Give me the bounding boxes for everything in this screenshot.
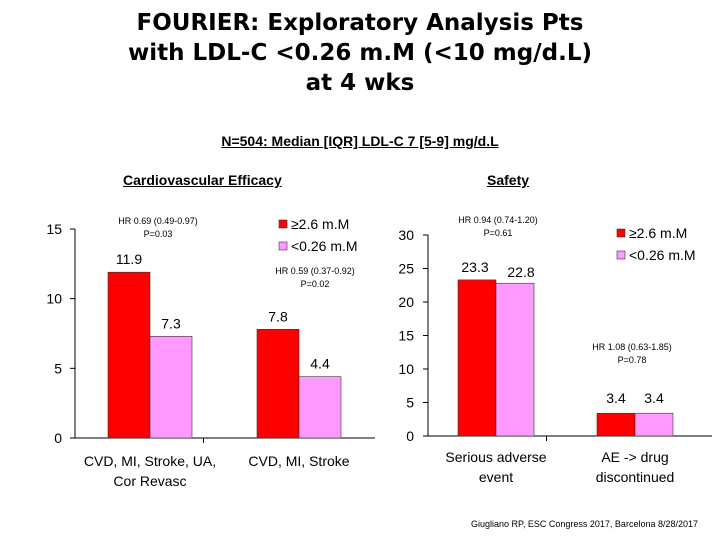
y-tick-label: 15	[46, 221, 62, 237]
safety-panel-title: Safety	[487, 172, 530, 188]
citation-footnote: Giugliano RP, ESC Congress 2017, Barcelo…	[471, 519, 698, 529]
slide-title: FOURIER: Exploratory Analysis Pts with L…	[0, 8, 720, 98]
hr-annotation: P=0.02	[301, 279, 330, 289]
title-line: FOURIER: Exploratory Analysis Pts	[136, 10, 584, 36]
bar	[457, 279, 497, 437]
category-label: CVD, MI, Stroke	[248, 453, 349, 469]
hr-annotation: P=0.03	[144, 229, 173, 239]
data-label: 3.4	[606, 390, 626, 406]
hr-annotation: HR 0.59 (0.37-0.92)	[275, 266, 355, 276]
legend-label: <0.26 m.M	[629, 247, 696, 263]
data-label: 7.3	[161, 315, 181, 331]
category-label: discontinued	[596, 469, 675, 485]
category-label: Cor Revasc	[113, 473, 186, 489]
data-label: 4.4	[310, 356, 330, 372]
slide-subtitle: N=504: Median [IQR] LDL-C 7 [5-9] mg/d.L	[221, 133, 499, 149]
hr-annotation: P=0.61	[484, 228, 513, 238]
y-tick-label: 15	[398, 328, 414, 344]
title-line: with LDL-C <0.26 m.M (<10 mg/d.L)	[128, 40, 592, 66]
legend-label: <0.26 m.M	[291, 238, 358, 254]
category-label: AE -> drug	[601, 449, 668, 465]
y-tick-label: 10	[46, 291, 62, 307]
y-tick-label: 5	[54, 360, 62, 376]
data-label: 11.9	[116, 251, 142, 267]
bar	[107, 271, 151, 439]
hr-annotation: HR 0.69 (0.49-0.97)	[118, 216, 198, 226]
bar	[634, 412, 674, 437]
hr-annotation: HR 1.08 (0.63-1.85)	[592, 342, 672, 352]
data-label: 3.4	[644, 390, 664, 406]
y-tick-label: 20	[398, 294, 414, 310]
data-label: 23.3	[461, 259, 488, 275]
hr-annotation: P=0.78	[618, 355, 647, 365]
y-tick-label: 10	[398, 361, 414, 377]
title-line: at 4 wks	[305, 70, 415, 96]
y-tick-label: 25	[398, 261, 414, 277]
legend-label: ≥2.6 m.M	[629, 225, 687, 241]
hr-annotation: HR 0.94 (0.74-1.20)	[458, 215, 538, 225]
legend-swatch	[616, 228, 626, 238]
legend-swatch	[278, 241, 288, 251]
y-tick-label: 0	[54, 430, 62, 446]
legend-swatch	[278, 219, 288, 229]
data-label: 7.8	[268, 308, 288, 324]
data-label: 22.8	[507, 264, 534, 280]
category-label: event	[479, 469, 513, 485]
bar	[256, 329, 300, 439]
bar	[495, 282, 535, 437]
y-tick-label: 5	[406, 395, 414, 411]
bar	[149, 335, 193, 439]
y-tick-label: 30	[398, 227, 414, 243]
category-label: Serious adverse	[445, 449, 546, 465]
bar	[596, 412, 636, 437]
legend-swatch	[616, 250, 626, 260]
bar	[298, 376, 342, 439]
category-label: CVD, MI, Stroke, UA,	[84, 453, 216, 469]
y-tick-label: 0	[406, 428, 414, 444]
legend-label: ≥2.6 m.M	[291, 216, 349, 232]
efficacy-panel-title: Cardiovascular Efficacy	[123, 172, 282, 188]
